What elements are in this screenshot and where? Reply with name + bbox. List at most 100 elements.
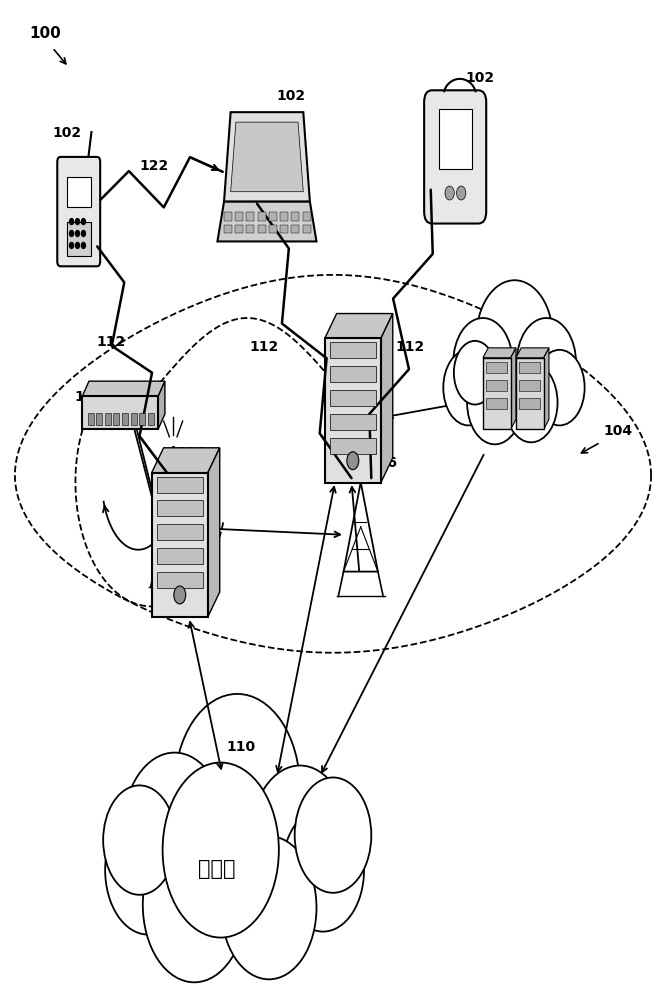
- Circle shape: [69, 219, 73, 225]
- Bar: [235, 225, 243, 233]
- Bar: [148, 413, 154, 425]
- Bar: [83, 396, 159, 429]
- Bar: [292, 225, 299, 233]
- Bar: [258, 225, 266, 233]
- Polygon shape: [152, 448, 220, 473]
- Text: 106: 106: [368, 456, 397, 470]
- Bar: [67, 222, 91, 256]
- Circle shape: [143, 827, 246, 982]
- Bar: [246, 212, 254, 221]
- Text: 100: 100: [29, 26, 61, 41]
- Bar: [486, 380, 507, 391]
- Bar: [269, 225, 277, 233]
- Polygon shape: [83, 381, 165, 396]
- Bar: [131, 413, 137, 425]
- Bar: [157, 524, 202, 540]
- Circle shape: [105, 805, 191, 935]
- Bar: [280, 225, 288, 233]
- Bar: [269, 212, 277, 221]
- Circle shape: [174, 586, 186, 604]
- Bar: [483, 358, 511, 429]
- Circle shape: [81, 231, 85, 236]
- Circle shape: [69, 242, 73, 248]
- Bar: [224, 225, 232, 233]
- Bar: [280, 212, 288, 221]
- Text: 102: 102: [277, 89, 306, 103]
- Polygon shape: [159, 381, 165, 429]
- Text: 102: 102: [53, 126, 81, 140]
- Bar: [486, 362, 507, 373]
- Polygon shape: [325, 314, 393, 338]
- Circle shape: [81, 242, 85, 248]
- Bar: [292, 212, 299, 221]
- Bar: [330, 390, 376, 406]
- Bar: [96, 413, 102, 425]
- Bar: [157, 500, 202, 516]
- Text: 112: 112: [97, 335, 126, 349]
- Polygon shape: [511, 348, 516, 429]
- Circle shape: [347, 452, 359, 470]
- Polygon shape: [381, 314, 393, 483]
- Bar: [302, 212, 310, 221]
- Bar: [67, 177, 91, 207]
- FancyBboxPatch shape: [325, 338, 381, 483]
- Bar: [519, 380, 540, 391]
- Circle shape: [221, 836, 316, 979]
- Text: 112: 112: [396, 340, 425, 354]
- Bar: [122, 413, 128, 425]
- Circle shape: [81, 219, 85, 225]
- Circle shape: [445, 186, 454, 200]
- Circle shape: [517, 318, 576, 408]
- Bar: [246, 225, 254, 233]
- Text: 114: 114: [165, 447, 194, 461]
- Text: 108: 108: [74, 390, 103, 404]
- Polygon shape: [217, 202, 316, 241]
- Bar: [302, 225, 310, 233]
- Text: 110: 110: [226, 740, 255, 754]
- Text: 122: 122: [139, 159, 168, 173]
- Bar: [330, 414, 376, 430]
- Circle shape: [505, 363, 557, 442]
- Bar: [235, 212, 243, 221]
- Polygon shape: [483, 348, 516, 358]
- Bar: [88, 413, 94, 425]
- FancyBboxPatch shape: [152, 473, 208, 617]
- Circle shape: [174, 694, 300, 883]
- Circle shape: [75, 219, 79, 225]
- Circle shape: [75, 231, 79, 236]
- Circle shape: [163, 763, 279, 938]
- Circle shape: [103, 785, 176, 895]
- FancyBboxPatch shape: [57, 157, 100, 266]
- Bar: [258, 212, 266, 221]
- Bar: [330, 342, 376, 358]
- Circle shape: [454, 341, 496, 405]
- Circle shape: [69, 231, 73, 236]
- Polygon shape: [516, 348, 549, 358]
- Circle shape: [453, 318, 513, 408]
- Bar: [105, 413, 111, 425]
- Bar: [157, 548, 202, 564]
- Text: 互联网: 互联网: [198, 859, 235, 879]
- Circle shape: [250, 766, 350, 915]
- Polygon shape: [224, 112, 310, 202]
- Circle shape: [534, 350, 585, 425]
- Bar: [330, 438, 376, 454]
- Circle shape: [123, 753, 226, 908]
- Bar: [519, 362, 540, 373]
- Circle shape: [294, 777, 372, 893]
- Bar: [157, 572, 202, 588]
- FancyBboxPatch shape: [424, 90, 486, 224]
- Circle shape: [457, 186, 466, 200]
- Text: 112: 112: [249, 340, 278, 354]
- Circle shape: [282, 808, 364, 932]
- Circle shape: [467, 361, 523, 444]
- Bar: [519, 398, 540, 409]
- Text: 102: 102: [465, 71, 494, 85]
- Bar: [224, 212, 232, 221]
- Text: 106: 106: [176, 446, 206, 460]
- Bar: [516, 358, 543, 429]
- Bar: [486, 398, 507, 409]
- Circle shape: [444, 350, 494, 425]
- Circle shape: [75, 242, 79, 248]
- Text: 118: 118: [496, 308, 525, 322]
